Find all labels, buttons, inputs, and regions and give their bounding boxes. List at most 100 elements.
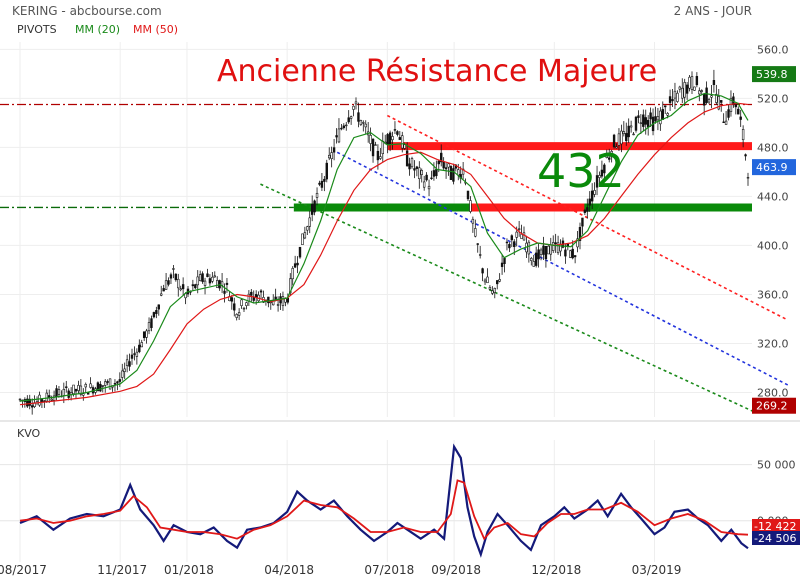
candle-body — [340, 127, 343, 130]
candle-body — [542, 245, 545, 255]
candle-body — [150, 318, 153, 328]
candle-body — [196, 276, 199, 286]
candle-body — [547, 245, 550, 255]
candle-body — [712, 80, 716, 86]
candle-body — [503, 257, 506, 264]
candle-body — [123, 368, 126, 372]
candle-body — [298, 246, 302, 258]
kvo-series-kvo — [19, 443, 749, 558]
candle-body — [50, 398, 53, 401]
candle-body — [422, 181, 426, 188]
y-tick-label: 360.0 — [757, 288, 789, 301]
candle-body — [203, 280, 207, 286]
candle-body — [727, 109, 730, 118]
candle-body — [664, 105, 667, 108]
candle-body — [442, 161, 445, 169]
candle-body — [293, 263, 297, 268]
candle-body — [415, 166, 419, 169]
price-badge-label: 269.2 — [756, 400, 788, 413]
kvo-badge-label: -24 506 — [754, 532, 796, 545]
candle-body — [474, 228, 477, 237]
candle-body — [57, 389, 61, 395]
candle-body — [537, 249, 540, 260]
candle-body — [688, 76, 691, 89]
candle-body — [569, 250, 572, 258]
candle-body — [352, 105, 355, 110]
candle-body — [101, 385, 104, 387]
candle-body — [418, 167, 421, 180]
price-badge-label: 539.8 — [756, 68, 788, 81]
candle-body — [301, 233, 304, 245]
resistance-annotation: Ancienne Résistance Majeure — [217, 54, 657, 89]
price-badge-label: 463.9 — [756, 161, 788, 174]
candle-body — [491, 290, 494, 294]
candle-body — [274, 296, 277, 300]
candle-body — [554, 242, 557, 245]
candle-body — [715, 93, 718, 103]
candle-body — [690, 76, 694, 90]
candle-body — [678, 86, 682, 90]
candle-body — [644, 117, 647, 125]
candle-body — [96, 382, 100, 392]
candle-body — [432, 170, 436, 177]
candle-body — [349, 116, 353, 119]
candle-body — [449, 166, 453, 180]
candle-body — [741, 129, 745, 141]
candle-body — [335, 135, 338, 138]
candle-body — [169, 274, 173, 279]
candle-body — [629, 125, 633, 128]
candle-body — [318, 182, 321, 185]
candle-body — [106, 381, 109, 383]
candle-body — [128, 361, 131, 367]
candle-body — [281, 296, 285, 306]
candle-body — [622, 131, 626, 135]
candle-body — [654, 116, 657, 122]
kvo-tick-label: 50 000 — [757, 459, 796, 472]
candle-body — [488, 287, 492, 290]
y-tick-label: 320.0 — [757, 337, 789, 350]
candle-body — [471, 218, 475, 224]
candle-body — [240, 299, 243, 307]
moving-average-lines — [19, 92, 749, 406]
mm20-line — [19, 92, 749, 402]
x-tick-label: 11/2017 — [97, 563, 147, 577]
legend-mm20: MM (20) — [75, 23, 120, 36]
candle-body — [544, 245, 548, 260]
candle-body — [625, 133, 628, 142]
trendline-green-channel — [260, 183, 756, 413]
candle-body — [435, 169, 438, 177]
candle-body — [605, 155, 608, 158]
kvo-series-signal — [19, 479, 749, 541]
candle-body — [634, 116, 638, 131]
candle-body — [700, 90, 703, 92]
candle-body — [233, 303, 236, 311]
candle-body — [413, 168, 416, 171]
period-label: 2 ANS - JOUR — [674, 4, 752, 18]
candle-body — [695, 76, 699, 86]
candle-body — [133, 353, 136, 355]
candle-body — [656, 116, 660, 121]
candle-body — [578, 227, 582, 241]
candle-body — [508, 244, 511, 249]
candle-body — [581, 217, 584, 227]
candle-body — [225, 282, 229, 285]
candle-body — [84, 384, 87, 388]
candle-body — [461, 168, 465, 175]
candle-body — [737, 108, 740, 115]
candle-body — [177, 278, 180, 289]
candle-body — [571, 248, 574, 259]
candle-body — [744, 154, 747, 157]
candle-body — [539, 249, 543, 255]
candle-body — [162, 288, 165, 292]
candle-body — [357, 112, 360, 122]
candle-body — [668, 96, 672, 103]
candle-body — [632, 133, 635, 136]
candle-body — [388, 132, 392, 145]
candle-body — [191, 284, 195, 287]
candle-body — [681, 87, 684, 99]
candle-body — [698, 90, 701, 95]
candle-body — [522, 232, 526, 241]
